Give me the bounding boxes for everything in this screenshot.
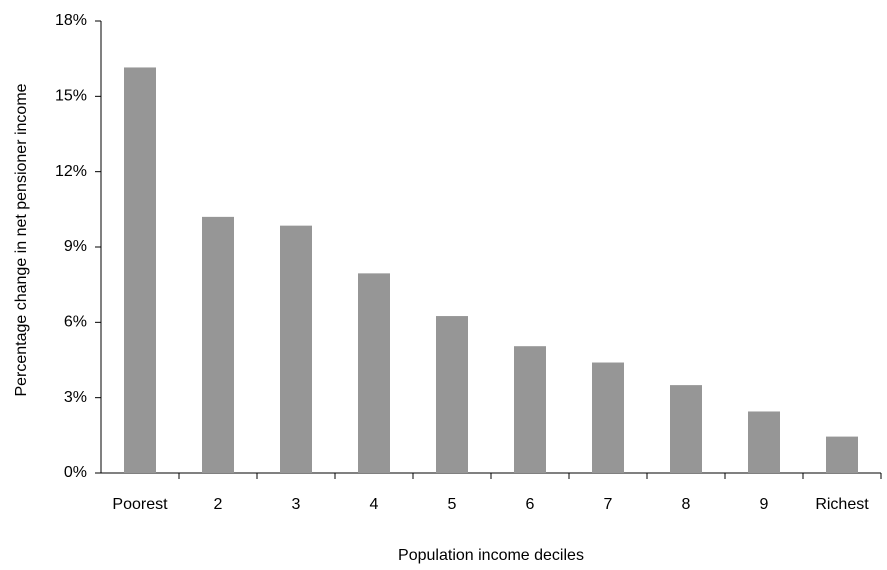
- bar: [124, 67, 156, 473]
- x-tick-label: 9: [760, 496, 769, 513]
- bar: [592, 362, 624, 473]
- x-tick-label: 4: [370, 496, 379, 513]
- x-tick-label: 6: [526, 496, 535, 513]
- y-axis-label: Percentage change in net pensioner incom…: [13, 83, 30, 396]
- y-tick-label: 6%: [64, 314, 87, 331]
- y-tick-label: 9%: [64, 238, 87, 255]
- bar: [436, 316, 468, 473]
- x-tick-label: Poorest: [112, 496, 168, 513]
- bar: [748, 411, 780, 473]
- y-tick-label: 3%: [64, 389, 87, 406]
- bar: [280, 225, 312, 473]
- bar: [670, 385, 702, 473]
- x-axis-label: Population income deciles: [398, 547, 584, 564]
- x-tick-label: 5: [448, 496, 457, 513]
- y-tick-label: 0%: [64, 464, 87, 481]
- bar: [826, 436, 858, 473]
- y-tick-label: 15%: [55, 88, 87, 105]
- x-tick-label: 3: [292, 496, 301, 513]
- bar: [514, 346, 546, 473]
- x-tick-label: 8: [682, 496, 691, 513]
- bar: [358, 273, 390, 473]
- x-tick-label: 7: [604, 496, 613, 513]
- y-tick-label: 18%: [55, 12, 87, 29]
- x-tick-label: 2: [214, 496, 223, 513]
- y-tick-label: 12%: [55, 163, 87, 180]
- bar: [202, 216, 234, 473]
- x-tick-label: Richest: [815, 496, 869, 513]
